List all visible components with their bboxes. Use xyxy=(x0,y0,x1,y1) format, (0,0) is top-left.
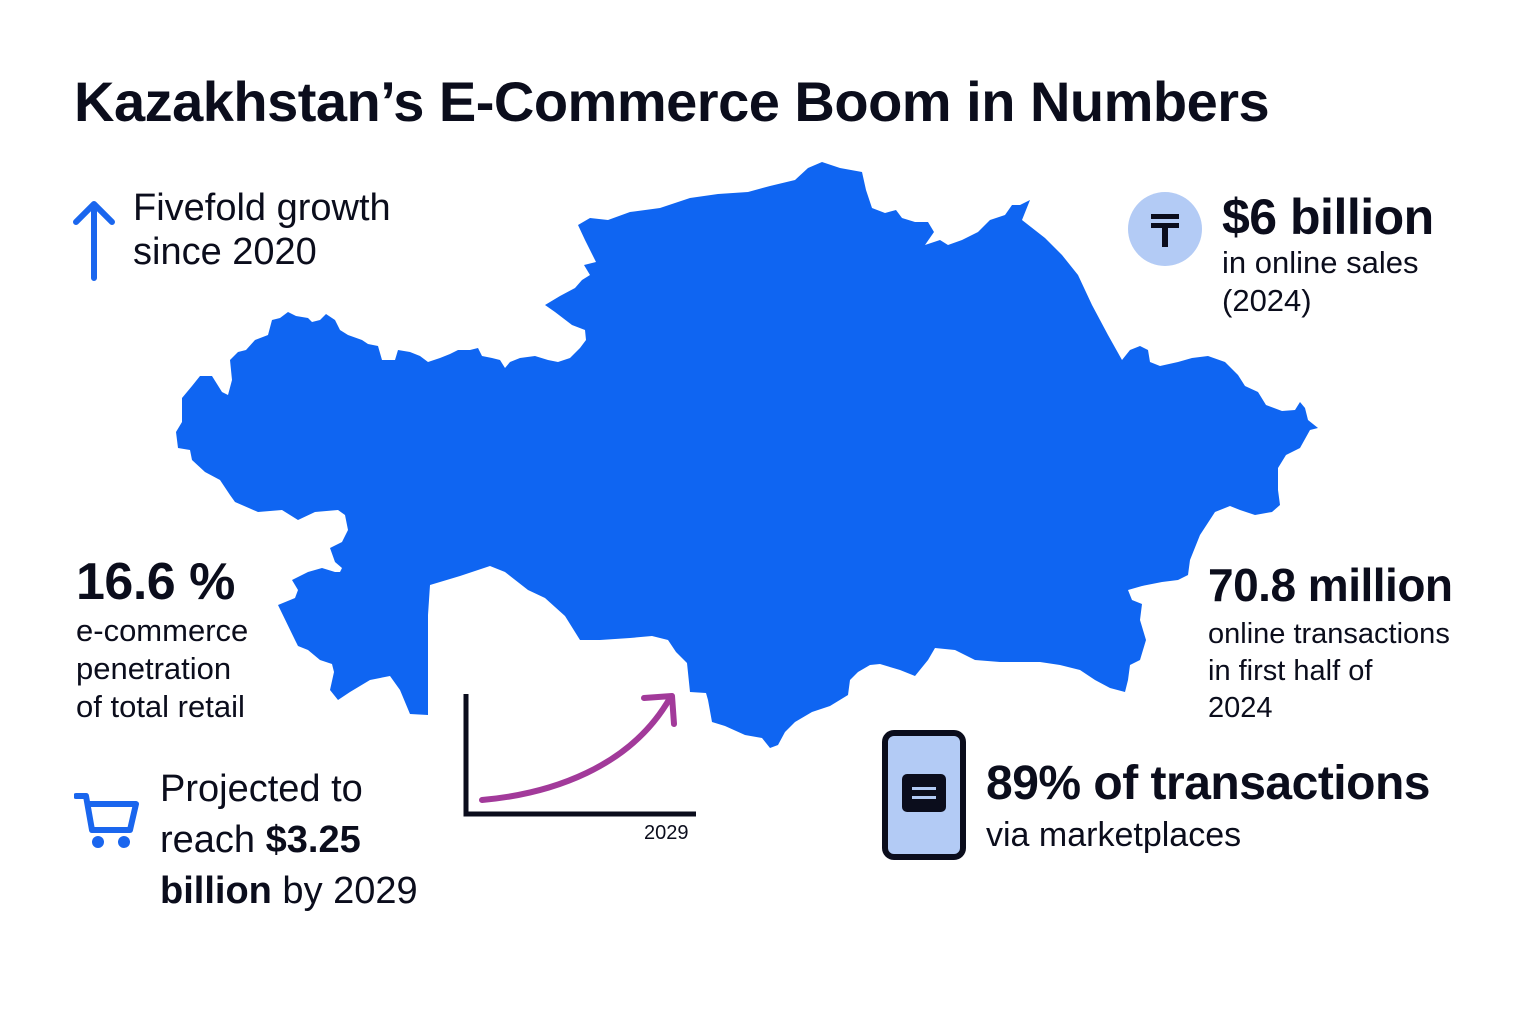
growth-line-1: Fivefold growth xyxy=(133,187,391,229)
arrow-up-icon xyxy=(73,201,115,281)
stat-penetration: 16.6 % e-commerce penetration of total r… xyxy=(74,556,314,726)
projection-line-1: Projected to xyxy=(160,768,363,810)
stat-growth: Fivefold growth since 2020 xyxy=(70,186,470,286)
marketplaces-value: 89% of transactions xyxy=(986,757,1430,810)
trend-arrow-head-icon xyxy=(641,693,677,727)
growth-line-2: since 2020 xyxy=(133,231,317,273)
tenge-currency-icon xyxy=(1128,192,1202,266)
trend-chart: 2029 xyxy=(460,688,700,848)
projection-line-2-prefix: reach xyxy=(160,819,266,861)
trend-chart-x-label: 2029 xyxy=(644,822,689,844)
projection-unit: billion xyxy=(160,870,272,912)
online-sales-line-1: in online sales xyxy=(1222,245,1419,280)
shopping-cart-icon xyxy=(74,793,139,848)
trend-curve xyxy=(479,695,673,803)
penetration-line-3: of total retail xyxy=(76,689,245,724)
penetration-value: 16.6 % xyxy=(76,553,235,611)
online-sales-line-2: (2024) xyxy=(1222,283,1312,318)
projection-line-3-suffix: by 2029 xyxy=(271,870,418,912)
stat-transactions: 70.8 million online transactions in firs… xyxy=(1208,562,1518,732)
transactions-line-1: online transactions xyxy=(1208,618,1450,650)
transactions-value: 70.8 million xyxy=(1208,559,1453,611)
transactions-line-3: 2024 xyxy=(1208,692,1273,724)
online-sales-value: $6 billion xyxy=(1222,189,1434,245)
penetration-line-2: penetration xyxy=(76,651,232,686)
projection-amount: $3.25 xyxy=(265,819,361,861)
stat-marketplaces: 89% of transactions via marketplaces xyxy=(880,728,1500,868)
penetration-line-1: e-commerce xyxy=(76,613,249,648)
marketplaces-line-1: via marketplaces xyxy=(986,816,1242,854)
stat-online-sales: $6 billion in online sales (2024) xyxy=(1126,188,1486,328)
trend-chart-graphic xyxy=(463,693,696,817)
chart-axes xyxy=(463,694,696,817)
page-title: Kazakhstan’s E-Commerce Boom in Numbers xyxy=(74,70,1270,133)
kazakhstan-map-shape xyxy=(176,162,1318,748)
stat-projection: Projected to reach $3.25 billion by 2029 xyxy=(72,762,452,912)
smartphone-icon xyxy=(882,730,966,860)
transactions-line-2: in first half of xyxy=(1208,655,1373,687)
